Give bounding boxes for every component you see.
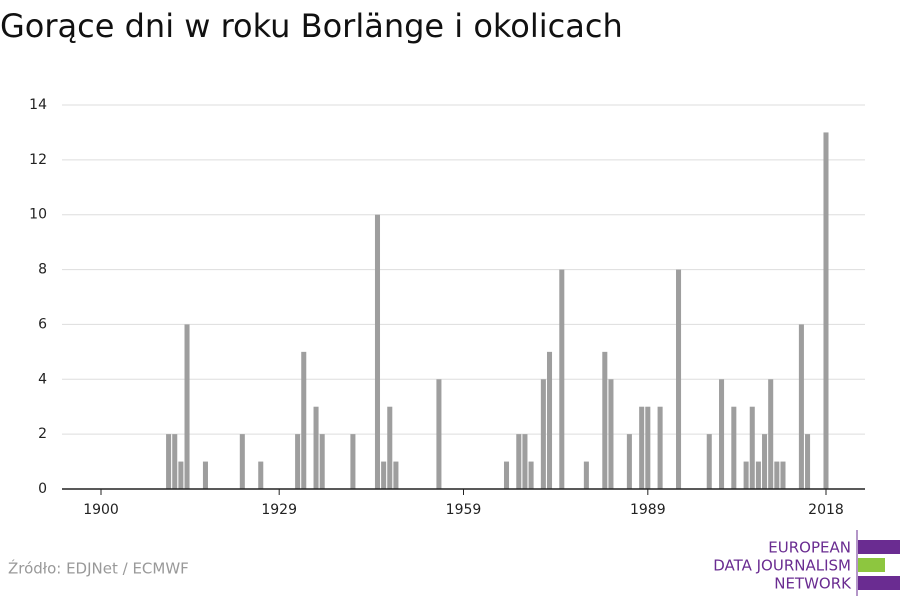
bar (387, 406, 393, 489)
y-tick-label: 14 (29, 97, 47, 113)
y-tick-label: 6 (38, 316, 47, 332)
bar (516, 434, 522, 489)
bar (258, 461, 264, 489)
bar (768, 379, 774, 489)
bar (166, 434, 172, 489)
logo-text: EUROPEAN (768, 539, 851, 557)
y-tick-label: 10 (29, 207, 47, 223)
bar (381, 461, 387, 489)
bar (798, 324, 804, 489)
bar (319, 434, 325, 489)
bar (503, 461, 510, 489)
y-tick-label: 12 (29, 152, 47, 168)
source: Źródło: EDJNet / ECMWF (8, 559, 189, 578)
logo-text: NETWORK (774, 575, 852, 593)
bar (731, 406, 737, 489)
bar (608, 379, 614, 489)
bar (172, 434, 178, 489)
bar (184, 324, 190, 489)
bar (774, 461, 780, 489)
bar (239, 434, 245, 489)
bar (780, 461, 786, 489)
bar (762, 434, 768, 489)
bar (178, 461, 184, 489)
bar (719, 379, 725, 489)
bar (645, 406, 651, 489)
bar (749, 406, 755, 489)
x-tick-label: 1989 (630, 502, 666, 518)
bar (393, 461, 399, 489)
logo-bar (858, 576, 900, 590)
bar (374, 214, 381, 489)
y-tick-label: 0 (38, 481, 47, 497)
bar (350, 434, 356, 489)
bar (626, 434, 632, 489)
x-tick-label: 1959 (446, 502, 482, 518)
logo-bar (858, 558, 885, 572)
bar (657, 406, 663, 489)
bar (301, 351, 307, 489)
bar (528, 461, 534, 489)
bar (676, 269, 682, 489)
x-tick-label: 1929 (261, 502, 297, 518)
bar (436, 379, 442, 489)
bar (602, 351, 608, 489)
logo-text: DATA JOURNALISM (713, 557, 851, 575)
bar (313, 406, 319, 489)
bar (823, 132, 829, 489)
bar (202, 461, 208, 489)
y-tick-label: 8 (38, 262, 47, 278)
bar (706, 434, 712, 489)
bar (295, 434, 301, 489)
x-tick-label: 1900 (83, 502, 119, 518)
bar (522, 434, 528, 489)
logo-bar (858, 540, 900, 554)
bar (559, 269, 565, 489)
bar (583, 461, 589, 489)
bar (805, 434, 811, 489)
bar (743, 461, 749, 489)
bar (639, 406, 645, 489)
bar (540, 379, 546, 489)
bar (546, 351, 553, 489)
bar (755, 461, 761, 489)
chart-title: Gorące dni w roku Borlänge i okolicach (0, 7, 623, 45)
x-tick-label: 2018 (808, 502, 844, 518)
y-tick-label: 2 (38, 426, 47, 442)
y-tick-label: 4 (38, 371, 47, 387)
